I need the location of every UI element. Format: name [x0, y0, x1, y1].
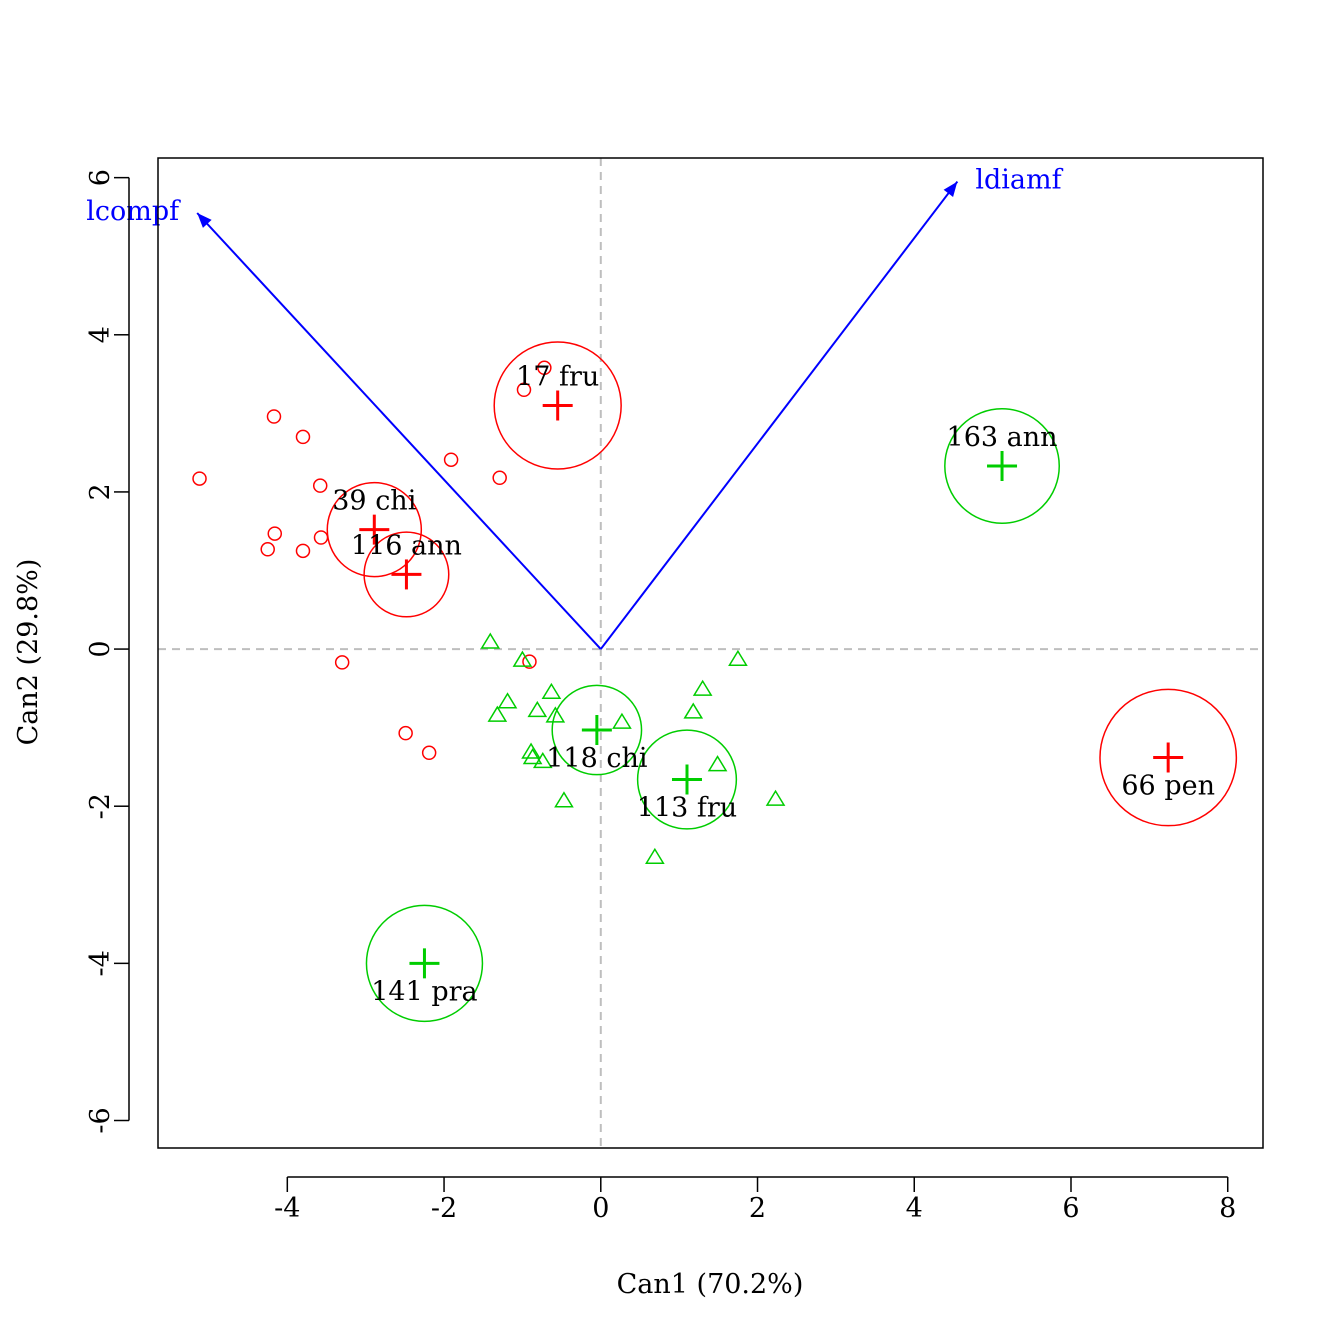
group-circle	[944, 408, 1060, 524]
data-point-circle	[492, 470, 507, 486]
y-tick-label: 0	[85, 640, 116, 657]
vector-line	[196, 212, 602, 650]
x-tick-label: 0	[592, 1193, 609, 1224]
x-axis-title: Can1 (70.2%)	[617, 1269, 804, 1300]
vector-arrowhead	[197, 213, 212, 228]
group-circle	[363, 531, 450, 618]
data-point-triangle	[545, 706, 566, 723]
y-tick-label: -4	[85, 950, 116, 976]
data-point-triangle	[497, 692, 518, 709]
data-point-circle	[537, 360, 552, 376]
data-point-circle	[295, 429, 311, 445]
y-axis-title: Can2 (29.8%)	[13, 559, 44, 746]
group-label: 116 ann	[351, 530, 462, 561]
data-point-triangle	[612, 712, 632, 729]
data-point-triangle	[522, 748, 543, 765]
group-label: 113 fru	[637, 793, 737, 824]
data-point-triangle	[692, 679, 713, 696]
data-point-triangle	[683, 702, 704, 719]
x-tick-label: 8	[1219, 1193, 1236, 1224]
group-label: 66 pen	[1121, 771, 1215, 802]
data-point-circle	[522, 654, 537, 669]
group-circle	[365, 904, 484, 1023]
data-point-triangle	[521, 742, 541, 759]
data-point-circle	[267, 526, 283, 541]
data-point-circle	[398, 725, 413, 741]
vector-label: ldiamf	[975, 165, 1063, 196]
data-point-triangle	[707, 755, 728, 772]
data-point-triangle	[765, 789, 786, 806]
data-point-circle	[313, 530, 329, 545]
data-point-triangle	[480, 632, 501, 649]
group-label: 39 chi	[332, 486, 416, 517]
y-tick-label: -6	[85, 1107, 116, 1133]
y-tick-label: 6	[85, 169, 116, 186]
group-label: 141 pra	[371, 976, 477, 1007]
variable-vectors: lcompf ldiamf	[86, 165, 1064, 650]
group-label: 163 ann	[947, 422, 1058, 453]
x-axis: -4 -2 0 2 4 6 8	[274, 1176, 1236, 1224]
data-point-triangle	[541, 682, 562, 700]
data-point-triangle	[728, 649, 748, 667]
group-means: 17 fru 39 chi 116 ann 66 pen 163 ann 118 chi 1…	[332, 362, 1215, 1008]
reference-lines	[158, 158, 1263, 1148]
group-circle	[1099, 688, 1238, 827]
y-tick-label: 4	[85, 326, 116, 343]
data-point-triangle	[512, 650, 533, 667]
group-circle	[636, 729, 738, 830]
x-tick-label: -4	[274, 1193, 300, 1224]
data-point-circle	[421, 745, 437, 761]
data-point-circle	[516, 382, 532, 398]
y-tick-label: -2	[85, 793, 116, 819]
x-tick-label: 6	[1062, 1193, 1079, 1224]
data-point-triangle	[532, 751, 553, 769]
data-point-circle	[295, 543, 311, 559]
observation-points	[192, 360, 786, 865]
data-point-circle	[443, 452, 459, 467]
x-tick-label: 4	[906, 1193, 923, 1224]
data-point-circle	[334, 655, 350, 670]
x-tick-label: -2	[431, 1193, 457, 1224]
x-tick-label: 2	[749, 1193, 766, 1224]
group-label: 118 chi	[546, 743, 648, 774]
group-circle	[326, 481, 423, 578]
data-point-triangle	[527, 700, 548, 718]
vector-line	[599, 180, 959, 650]
data-point-triangle	[487, 705, 508, 722]
data-point-circle	[266, 409, 282, 424]
group-circle	[493, 341, 622, 470]
group-label: 17 fru	[516, 362, 599, 393]
data-point-circle	[260, 542, 275, 557]
vector-arrowhead	[943, 181, 958, 197]
data-point-circle	[312, 478, 328, 493]
y-tick-label: 2	[85, 483, 116, 500]
y-axis: -6 -4 -2 0 2 4 6	[85, 169, 130, 1134]
group-circle	[551, 684, 643, 776]
data-point-circle	[192, 471, 207, 486]
data-point-triangle	[554, 791, 574, 808]
plot-frame	[157, 157, 1264, 1149]
vector-label: lcompf	[86, 196, 181, 227]
data-point-triangle	[645, 847, 665, 865]
group-confidence-circles	[326, 341, 1238, 1023]
